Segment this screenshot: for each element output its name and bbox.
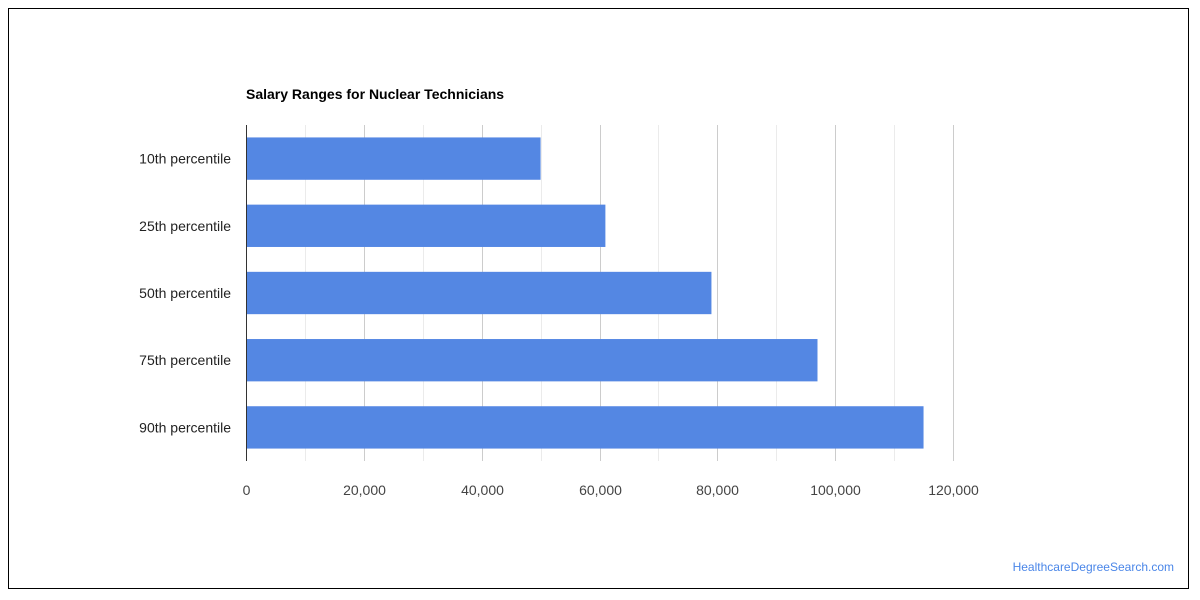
category-label: 10th percentile — [139, 151, 231, 167]
category-label: 75th percentile — [139, 352, 231, 368]
bar — [246, 339, 818, 382]
x-tick-label: 0 — [243, 482, 251, 498]
bar-chart: Salary Ranges for Nuclear Technicians 0 2… — [139, 86, 979, 498]
x-tick-label: 120,000 — [928, 482, 979, 498]
bar — [246, 204, 606, 247]
source-link[interactable]: HealthcareDegreeSearch.com — [1012, 560, 1174, 574]
chart-frame: Salary Ranges for Nuclear Technicians 0 2… — [8, 8, 1189, 589]
bar — [246, 137, 541, 180]
category-label: 50th percentile — [139, 285, 231, 301]
bar — [246, 271, 712, 315]
category-label: 25th percentile — [139, 218, 231, 234]
x-tick-label: 60,000 — [579, 482, 622, 498]
x-tick-label: 20,000 — [343, 482, 386, 498]
bar — [246, 406, 924, 449]
x-tick-label: 100,000 — [810, 482, 861, 498]
x-tick-label: 40,000 — [461, 482, 504, 498]
x-tick-label: 80,000 — [696, 482, 739, 498]
category-label: 90th percentile — [139, 419, 231, 435]
chart-title: Salary Ranges for Nuclear Technicians — [246, 86, 504, 102]
